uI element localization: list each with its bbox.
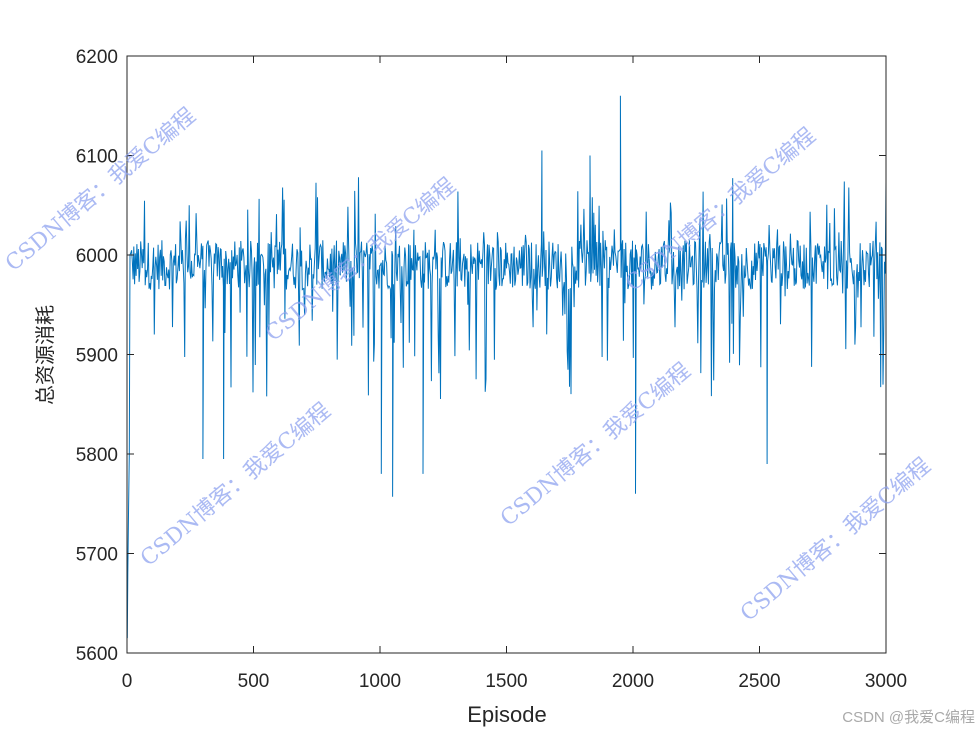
y-tick-label: 6100 [76,147,118,168]
y-tick-label: 5600 [76,644,118,665]
watermark-text: CSDN博客：我爱C编程 [496,358,696,531]
x-tick-label: 2000 [612,671,654,692]
plot-area [126,95,887,639]
x-tick-label: 0 [122,671,133,692]
y-tick-label: 5800 [76,445,118,466]
x-tick-label: 3000 [865,671,907,692]
y-tick-label: 5700 [76,545,118,566]
y-tick-label: 5900 [76,346,118,367]
y-axis-label: 总资源消耗 [33,305,57,405]
axes-box [126,55,887,654]
x-axis-label: Episode [467,702,547,727]
watermark-text: CSDN博客：我爱C编程 [136,398,336,571]
x-tick-label: 2500 [738,671,780,692]
watermark-text: CSDN博客：我爱C编程 [621,123,821,296]
watermark-text: CSDN博客：我爱C编程 [736,453,936,626]
x-tick-label: 1500 [485,671,527,692]
corner-watermark: CSDN @我爱C编程 [842,709,975,726]
x-tick-label: 500 [238,671,270,692]
y-tick-label: 6200 [76,47,118,68]
series-line [126,95,887,639]
axes: 0 500 1000 1500 2000 2500 3000 5600 5700 5800 5900… [76,47,907,692]
watermarks: CSDN博客：我爱C编程 CSDN博客：我爱C编程 CSDN博客：我爱C编程CSDN… [1,103,936,626]
x-tick-label: 1000 [359,671,401,692]
y-tick-label: 6000 [76,246,118,267]
